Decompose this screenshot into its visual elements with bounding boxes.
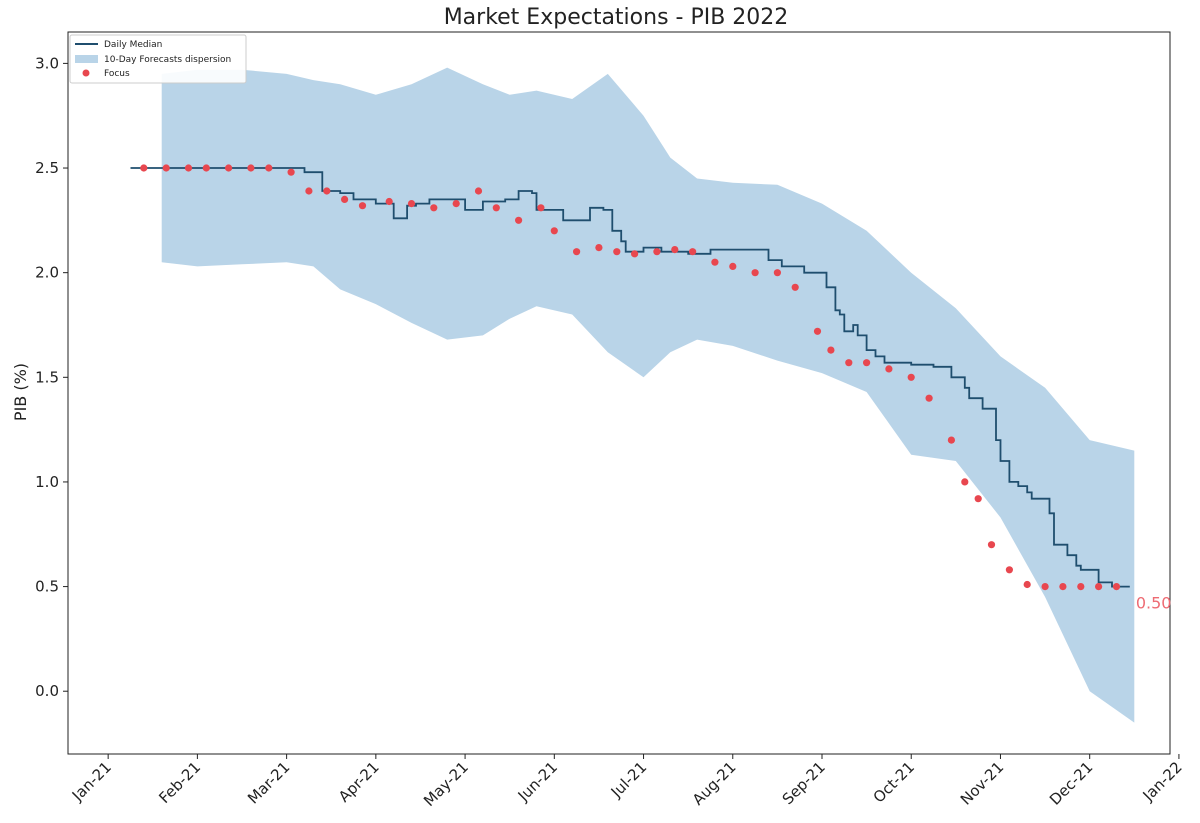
focus-point [537, 204, 545, 212]
focus-points-layer [140, 164, 1121, 591]
focus-point [631, 250, 639, 258]
focus-point [323, 187, 331, 195]
focus-point [140, 164, 148, 172]
x-tick-label: Jan-22 [1139, 758, 1186, 805]
focus-point [845, 359, 853, 367]
focus-point [1077, 583, 1085, 591]
focus-point [689, 248, 697, 256]
x-tick-label: Nov-21 [957, 758, 1007, 808]
focus-point [385, 197, 393, 206]
x-axis-ticks: Jan-21 Feb-21 Mar-21 Apr-21 May-21 Jun-21 Jul-… [68, 754, 1186, 810]
median-line-layer [130, 167, 1130, 588]
dispersion-band [161, 67, 1135, 723]
focus-point [813, 327, 822, 335]
focus-point [961, 478, 969, 486]
focus-point [987, 541, 996, 549]
focus-point [671, 246, 679, 254]
dispersion-band-layer [161, 67, 1135, 723]
focus-point [474, 187, 483, 195]
x-tick-label: Sep-21 [779, 758, 829, 808]
focus-point [773, 269, 782, 277]
focus-point [430, 204, 438, 212]
focus-point [407, 200, 416, 208]
focus-point [341, 195, 349, 203]
plot-frame [67, 31, 1171, 755]
focus-point [492, 204, 500, 212]
y-axis-label: PIB (%) [11, 363, 30, 421]
chart-title: Market Expectations - PIB 2022 [444, 5, 789, 30]
focus-point [751, 269, 759, 277]
focus-point [653, 248, 661, 256]
last-value-annotation: 0.50 [1136, 594, 1172, 613]
y-tick-label: 2.0 [35, 264, 59, 282]
y-tick-label: 1.5 [35, 368, 59, 386]
x-tick-label: Jan-21 [68, 758, 115, 805]
focus-point [595, 244, 603, 252]
focus-point [947, 436, 956, 444]
x-tick-label: Dec-21 [1046, 758, 1097, 809]
median-line [130, 167, 1130, 588]
focus-point [613, 248, 621, 256]
y-tick-label: 3.0 [35, 54, 59, 72]
focus-point [791, 283, 799, 291]
legend-box [69, 34, 247, 84]
focus-point [729, 262, 737, 270]
x-tick-label: Jun-21 [514, 758, 561, 805]
focus-point [573, 248, 581, 256]
focus-point [358, 202, 367, 210]
focus-point [225, 164, 233, 172]
y-axis-ticks: 0.0 0.5 1.0 1.5 2.0 2.5 3.0 [35, 54, 68, 700]
legend-focus-swatch [82, 69, 90, 77]
focus-point [711, 258, 719, 266]
x-tick-label: Apr-21 [335, 758, 383, 806]
focus-point [515, 216, 523, 224]
x-tick-label: Jul-21 [607, 758, 651, 802]
focus-point [1095, 583, 1103, 591]
focus-point [452, 200, 460, 208]
focus-point [287, 168, 295, 176]
x-tick-label: May-21 [420, 758, 472, 810]
focus-point [247, 164, 255, 172]
focus-point [1112, 583, 1121, 591]
x-tick-label: Oct-21 [870, 758, 918, 806]
y-tick-label: 1.0 [35, 473, 59, 491]
legend: Daily Median 10-Day Forecasts dispersion… [69, 34, 247, 84]
focus-point [1005, 566, 1014, 574]
focus-point [1059, 583, 1067, 591]
focus-point [827, 346, 835, 354]
y-tick-label: 2.5 [35, 159, 59, 177]
legend-band-swatch [75, 55, 98, 63]
focus-point [974, 495, 982, 503]
focus-point [184, 164, 193, 172]
focus-point [550, 227, 558, 235]
focus-point [162, 164, 170, 172]
focus-point [305, 187, 313, 195]
focus-point [925, 394, 933, 402]
focus-point [863, 359, 871, 367]
y-tick-label: 0.0 [35, 682, 59, 700]
focus-point [1023, 580, 1031, 589]
focus-point [265, 164, 273, 172]
focus-point [885, 365, 893, 373]
x-tick-label: Aug-21 [689, 758, 740, 809]
focus-point [1041, 583, 1049, 591]
legend-median-label: Daily Median [104, 40, 162, 50]
y-tick-label: 0.5 [35, 578, 59, 596]
legend-focus-label: Focus [104, 69, 130, 79]
x-tick-label: Mar-21 [244, 758, 293, 807]
legend-band-label: 10-Day Forecasts dispersion [104, 55, 231, 65]
x-tick-label: Feb-21 [155, 758, 204, 807]
focus-point [202, 164, 210, 172]
focus-point [907, 373, 915, 381]
